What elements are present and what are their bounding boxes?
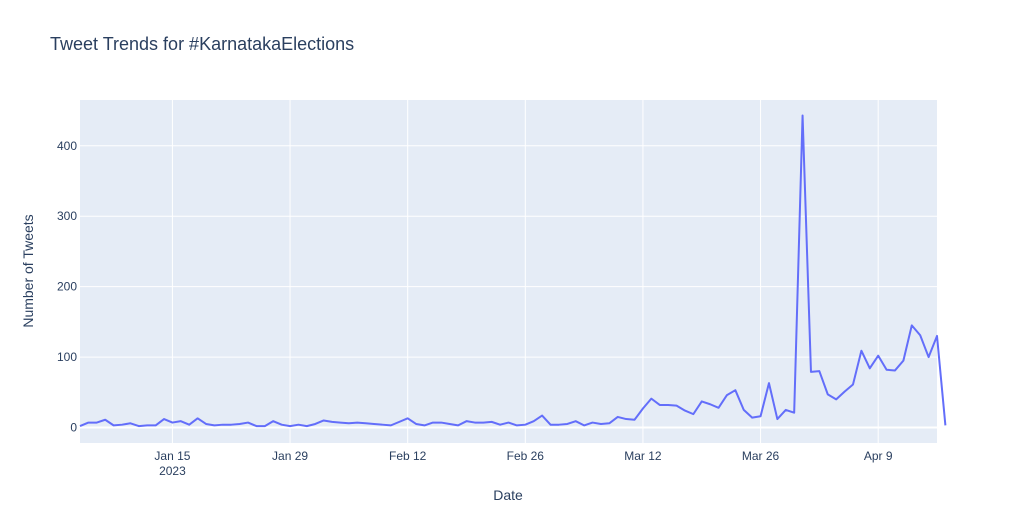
x-tick-label: Feb 12 <box>389 449 427 463</box>
x-tick-label: Feb 26 <box>507 449 545 463</box>
chart-title: Tweet Trends for #KarnatakaElections <box>50 34 354 54</box>
x-tick-label: Jan 15 <box>154 449 190 463</box>
x-tick-label: Apr 9 <box>864 449 893 463</box>
x-tick-label: Mar 12 <box>624 449 662 463</box>
series-layer <box>79 114 947 428</box>
grid-layer <box>80 100 937 443</box>
x-tick-sublabel: 2023 <box>159 464 186 478</box>
y-tick-label: 300 <box>57 209 77 223</box>
series-line <box>79 114 947 428</box>
x-tick-label: Jan 29 <box>272 449 308 463</box>
x-tick-label: Mar 26 <box>742 449 780 463</box>
y-axis-title: Number of Tweets <box>20 214 36 327</box>
y-axis-ticks: 0 100 200 300 400 <box>57 139 77 435</box>
y-tick-label: 100 <box>57 350 77 364</box>
y-tick-label: 200 <box>57 280 77 294</box>
y-tick-label: 0 <box>70 421 77 435</box>
x-axis-title: Date <box>493 487 523 503</box>
y-tick-label: 400 <box>57 139 77 153</box>
